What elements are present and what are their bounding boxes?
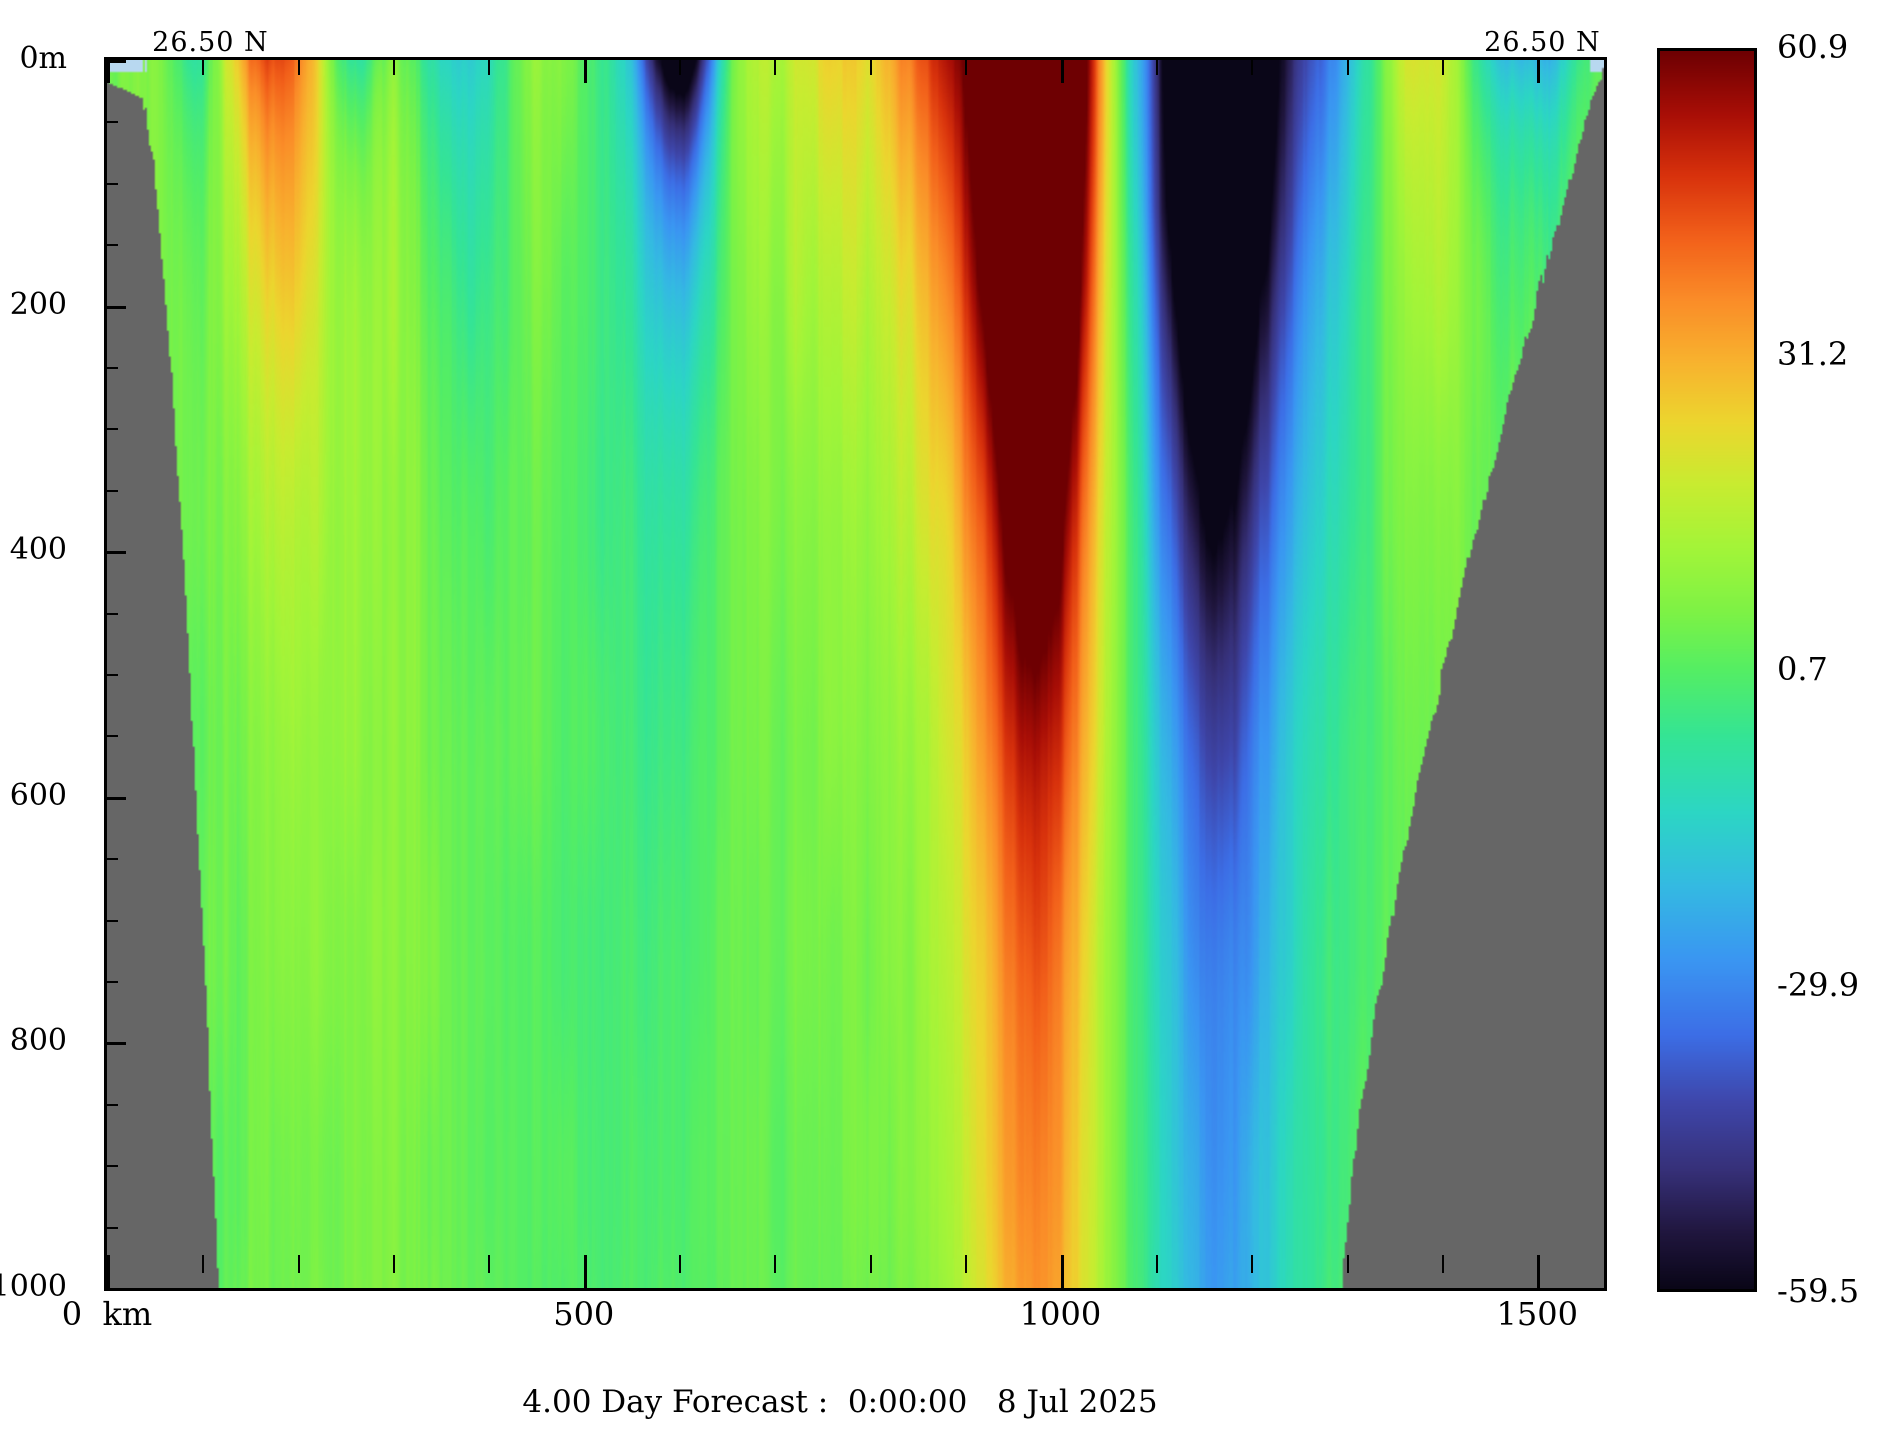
y-tick-label: 800	[9, 1023, 67, 1059]
x-tick-mark-minor	[1346, 57, 1349, 75]
x-tick-mark	[1060, 1255, 1064, 1288]
x-tick-mark-minor	[1155, 1255, 1158, 1273]
x-tick-mark-minor	[202, 1255, 205, 1273]
colorbar-gradient	[1660, 51, 1754, 1289]
y-tick-label: 0m	[19, 41, 67, 76]
y-tick-mark-minor	[104, 1103, 118, 1106]
y-tick-mark-minor	[104, 674, 118, 676]
field-heatmap	[107, 60, 1604, 1288]
x-tick-mark-minor	[393, 1255, 396, 1273]
y-tick-mark	[104, 796, 126, 800]
y-tick-label: 400	[9, 532, 67, 568]
x-tick-mark	[583, 1255, 587, 1288]
y-tick-mark	[104, 1288, 126, 1291]
y-tick-mark-minor	[104, 121, 118, 124]
x-tick-mark	[1060, 57, 1064, 83]
y-tick-mark-minor	[104, 182, 118, 185]
x-tick-mark-minor	[679, 57, 682, 75]
x-tick-label: 1000	[1019, 1295, 1102, 1333]
y-tick-mark	[104, 305, 126, 309]
y-tick-mark-minor	[104, 858, 118, 861]
y-tick-mark-minor	[104, 489, 118, 492]
y-tick-mark-minor	[104, 981, 118, 983]
x-tick-mark-minor	[1346, 1255, 1349, 1273]
x-tick-mark-minor	[1251, 1255, 1254, 1273]
x-tick-label: 0 km	[61, 1295, 153, 1333]
forecast-caption: 4.00 Day Forecast : 0:00:00 8 Jul 2025	[522, 1384, 1158, 1420]
colorbar-tick-label: -29.9	[1777, 966, 1860, 1005]
y-tick-mark-minor	[104, 1165, 118, 1168]
y-tick-mark-minor	[104, 612, 118, 615]
x-tick-mark-minor	[1441, 1255, 1444, 1273]
x-tick-mark-minor	[1441, 57, 1444, 75]
colorbar	[1657, 48, 1757, 1292]
x-tick-mark	[107, 57, 110, 83]
x-tick-mark	[107, 1255, 110, 1288]
x-tick-mark-minor	[393, 57, 396, 75]
y-tick-mark	[104, 1042, 126, 1046]
colorbar-tick-label: 60.9	[1777, 28, 1849, 66]
x-tick-mark-minor	[297, 1255, 300, 1273]
x-tick-mark-minor	[869, 57, 872, 75]
x-tick-label: 1500	[1496, 1295, 1578, 1333]
x-tick-mark-minor	[774, 57, 777, 75]
y-tick-label: 1000	[0, 1269, 67, 1304]
x-tick-mark-minor	[965, 1255, 968, 1273]
y-tick-mark-minor	[104, 735, 118, 738]
x-tick-mark-minor	[297, 57, 300, 75]
y-tick-mark-minor	[104, 244, 118, 247]
y-tick-mark-minor	[104, 367, 118, 369]
corner-right-lat: 26.50 N	[1484, 27, 1601, 58]
x-tick-mark-minor	[488, 1255, 491, 1273]
x-tick-mark-minor	[774, 1255, 777, 1273]
x-tick-mark-minor	[1537, 1255, 1540, 1273]
x-tick-mark-minor	[1251, 57, 1254, 75]
x-tick-mark-minor	[869, 1255, 872, 1273]
y-tick-mark	[104, 551, 126, 555]
x-tick-label: 500	[553, 1295, 615, 1333]
colorbar-tick-label: -59.5	[1777, 1272, 1860, 1310]
cross-section-plot	[104, 57, 1607, 1291]
colorbar-tick-label: 31.2	[1777, 334, 1849, 373]
y-tick-label: 600	[9, 777, 67, 813]
x-tick-mark-minor	[965, 57, 968, 75]
x-tick-mark-minor	[1537, 57, 1540, 75]
y-tick-mark-minor	[104, 919, 118, 922]
x-tick-mark-minor	[679, 1255, 682, 1273]
y-tick-label: 200	[9, 286, 67, 322]
colorbar-box	[1657, 48, 1757, 1292]
y-tick-mark-minor	[104, 428, 118, 431]
x-tick-mark-minor	[202, 57, 205, 75]
x-tick-mark-minor	[488, 57, 491, 75]
corner-left-lat: 26.50 N	[152, 27, 269, 58]
y-tick-mark	[104, 60, 126, 63]
colorbar-tick-label: 0.7	[1777, 650, 1828, 688]
x-tick-mark	[583, 57, 587, 83]
x-tick-mark-minor	[1155, 57, 1158, 75]
y-tick-mark-minor	[104, 1226, 118, 1229]
